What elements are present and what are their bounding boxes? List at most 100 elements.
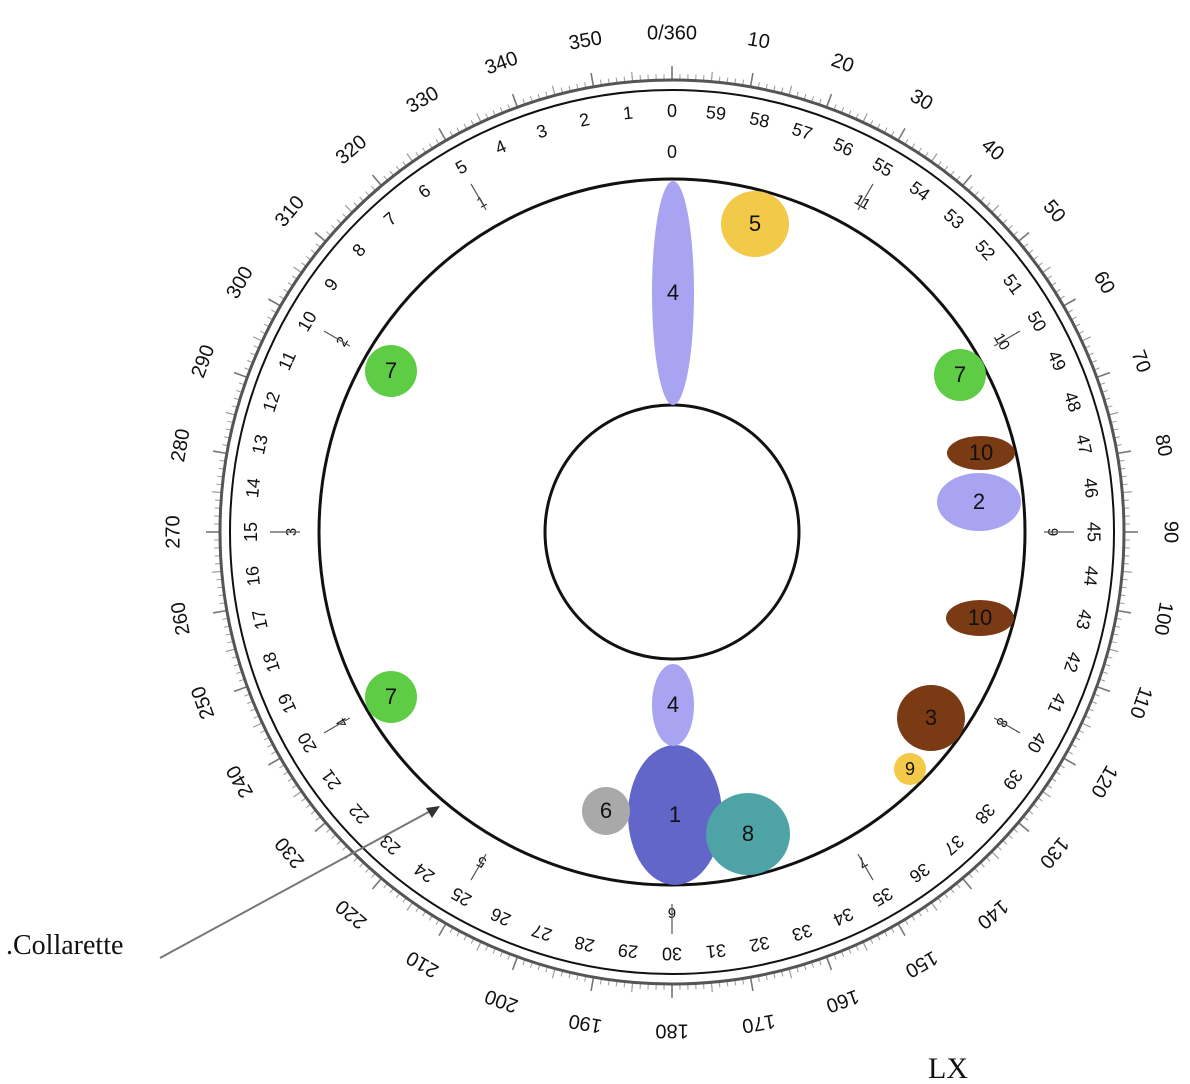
marker-4: 4 — [652, 664, 694, 746]
minute-label: 5 — [452, 156, 471, 178]
tick-mark — [1108, 648, 1119, 653]
tick-mark — [590, 976, 595, 992]
tick-mark — [293, 790, 303, 798]
marker-4: 4 — [652, 181, 694, 405]
tick-mark — [268, 757, 281, 766]
marker-label: 6 — [600, 798, 612, 823]
marker-10: 10 — [947, 436, 1015, 470]
tick-mark — [225, 411, 236, 416]
minute-label: 20 — [294, 729, 321, 756]
marker-8: 8 — [706, 793, 790, 875]
minute-label: 49 — [1044, 347, 1070, 373]
minute-label: 54 — [906, 177, 934, 205]
hour-tick — [470, 183, 487, 211]
marker-shape — [365, 345, 417, 397]
minute-label: 18 — [259, 650, 284, 675]
tick-mark — [1063, 298, 1076, 307]
tick-mark — [991, 851, 1000, 860]
minute-label: 33 — [790, 920, 815, 945]
tick-mark — [1063, 757, 1076, 766]
tick-mark — [1017, 821, 1030, 833]
minute-label: 16 — [242, 565, 264, 587]
minute-label: 56 — [830, 134, 856, 160]
marker-10: 10 — [946, 600, 1014, 636]
tick-mark — [1081, 722, 1091, 728]
degree-labels: 0/360 10203040506070809010011012013014015… — [162, 22, 1181, 1041]
tick-mark — [710, 982, 713, 993]
marker-label: 3 — [925, 705, 937, 730]
degree-label: 230 — [271, 833, 309, 873]
marker-3: 3 — [897, 685, 965, 751]
tick-mark — [233, 371, 248, 379]
marker-label: 10 — [969, 440, 993, 465]
degree-label: 240 — [222, 761, 258, 801]
marker-shape — [946, 600, 1014, 636]
marker-shape — [937, 473, 1021, 531]
tick-mark — [1116, 450, 1132, 455]
degree-label: 160 — [823, 985, 862, 1017]
tick-mark — [406, 901, 414, 911]
minute-label: 25 — [448, 883, 475, 910]
minute-label: 42 — [1060, 650, 1085, 675]
marker-shape — [897, 685, 965, 751]
degree-label: 300 — [222, 263, 258, 303]
minute-label: 29 — [617, 940, 639, 962]
tick-mark — [788, 85, 793, 96]
marker-label: 4 — [667, 692, 679, 717]
minute-label: 53 — [940, 205, 968, 233]
minute-label: 34 — [830, 904, 856, 930]
marker-7: 7 — [365, 345, 417, 397]
marker-7: 7 — [365, 671, 417, 723]
minute-label: 58 — [748, 108, 772, 132]
degree-label: 110 — [1125, 684, 1157, 721]
marker-7: 7 — [934, 349, 986, 401]
minute-label: 57 — [790, 119, 815, 144]
minute-label: 24 — [410, 859, 438, 887]
hour-tick — [323, 717, 351, 734]
marker-label: 1 — [669, 802, 681, 827]
degree-label: 350 — [567, 27, 604, 54]
marker-label: 10 — [968, 605, 992, 630]
minute-label: 1 — [622, 103, 634, 124]
minute-label: 35 — [869, 883, 896, 910]
hour-tick — [857, 183, 874, 211]
minute-label: 28 — [573, 932, 597, 956]
minute-label: 12 — [259, 389, 284, 414]
tick-mark — [788, 968, 793, 979]
tick-mark — [476, 941, 482, 951]
degree-label: 250 — [187, 683, 219, 722]
minute-label: 30 — [662, 943, 682, 963]
hour-tick — [857, 853, 874, 881]
degree-label: 180 — [655, 1020, 688, 1042]
degree-label: 90 — [1160, 521, 1182, 543]
hour-tick — [993, 330, 1021, 347]
tick-mark — [511, 956, 519, 971]
minute-label: 48 — [1060, 389, 1085, 414]
marker-shape — [628, 745, 722, 885]
minute-label: 46 — [1080, 477, 1102, 499]
minute-label: 22 — [345, 800, 373, 828]
hour-tick — [323, 330, 351, 347]
tick-mark — [1122, 570, 1133, 573]
minute-label: 40 — [1023, 729, 1050, 756]
tick-mark — [438, 128, 447, 141]
minute-label: 44 — [1080, 565, 1102, 587]
marker-1: 1 — [628, 745, 722, 885]
marker-shape — [894, 753, 926, 785]
degree-label: 70 — [1127, 347, 1155, 375]
degree-label: 210 — [403, 946, 443, 982]
iris-outer-circle — [317, 177, 1027, 887]
minute-label: 15 — [241, 522, 261, 542]
tick-mark — [897, 128, 906, 141]
tick-mark — [590, 72, 595, 88]
marker-label: 7 — [385, 684, 397, 709]
tick-mark — [862, 113, 868, 123]
tick-mark — [211, 491, 222, 494]
minute-label: 10 — [294, 308, 321, 335]
tick-mark — [212, 450, 228, 455]
degree-label: 10 — [746, 28, 772, 54]
minute-label: 50 — [1023, 308, 1050, 335]
tick-mark — [1108, 411, 1119, 416]
tick-mark — [961, 174, 973, 187]
tick-mark — [371, 174, 383, 187]
